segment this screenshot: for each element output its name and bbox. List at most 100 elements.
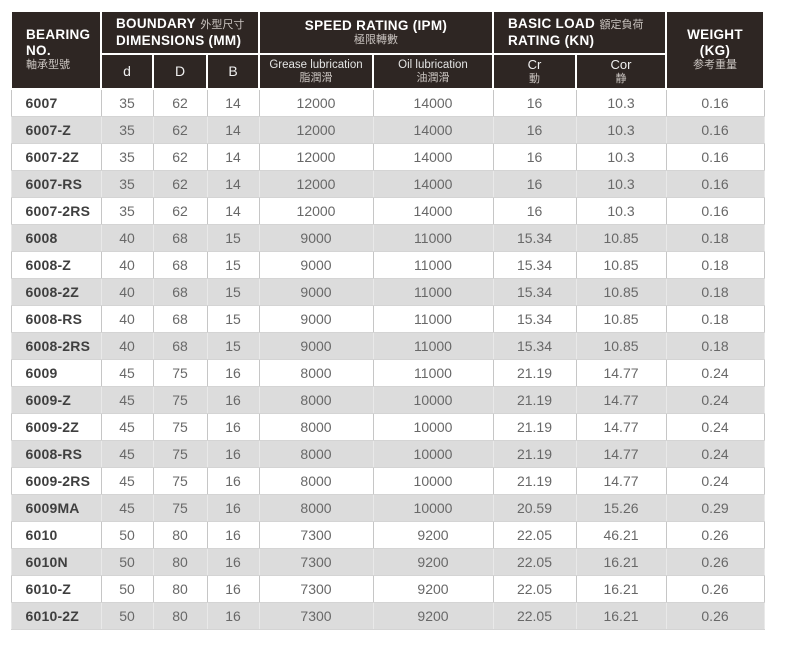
cell-weight: 0.16 [665,196,765,225]
cell-D: 75 [152,439,208,468]
cell-cor: 10.85 [575,304,667,333]
header-weight-en: WEIGHT (KG) [687,27,743,59]
cell-D: 80 [152,574,208,603]
cell-grease-speed: 12000 [258,142,374,171]
cell-oil-speed: 14000 [372,115,494,144]
cell-cor: 14.77 [575,439,667,468]
cell-bearing-model: 6008 [10,223,102,252]
cell-cr: 21.19 [492,358,577,387]
cell-bearing-model: 6008-RS [10,439,102,468]
cell-cor: 10.3 [575,169,667,198]
cell-oil-speed: 11000 [372,277,494,306]
cell-bearing-model: 6007 [10,88,102,117]
cell-weight: 0.24 [665,466,765,495]
cell-grease-speed: 12000 [258,115,374,144]
cell-grease-speed: 12000 [258,196,374,225]
cell-bearing-model: 6010 [10,520,102,549]
cell-cr: 15.34 [492,331,577,360]
cell-cor: 14.77 [575,358,667,387]
subheader-D: D [152,52,208,91]
cell-bearing-model: 6007-RS [10,169,102,198]
cell-weight: 0.24 [665,358,765,387]
header-load-zh: 額定負荷 [599,19,644,32]
cell-weight: 0.18 [665,331,765,360]
cell-oil-speed: 9200 [372,601,494,630]
table-row: 6008-RS 45 75 16 8000 10000 21.19 14.77 … [10,439,765,468]
cell-oil-speed: 11000 [372,304,494,333]
cell-bearing-model: 6007-2Z [10,142,102,171]
header-speed-rating: SPEED RATING (IPM) 極限轉數 [258,10,494,55]
cell-weight: 0.16 [665,88,765,117]
cell-D: 68 [152,304,208,333]
cell-B: 16 [206,439,260,468]
table-row: 6010-Z 50 80 16 7300 9200 22.05 16.21 0.… [10,574,765,603]
cell-D: 75 [152,493,208,522]
cell-d: 40 [100,331,154,360]
cell-B: 16 [206,547,260,576]
cell-weight: 0.18 [665,304,765,333]
bearing-spec-table: BEARING NO. 軸承型號 BOUNDARY 外型尺寸 DIMENSION… [10,9,766,630]
cell-D: 75 [152,466,208,495]
cell-grease-speed: 9000 [258,223,374,252]
cell-grease-speed: 8000 [258,466,374,495]
cell-cor: 14.77 [575,466,667,495]
table-row: 6009-2Z 45 75 16 8000 10000 21.19 14.77 … [10,412,765,441]
header-boundary-dimensions: BOUNDARY 外型尺寸 DIMENSIONS (MM) [100,10,260,55]
header-weight: WEIGHT (KG) 参考重量 [665,9,766,91]
table-row: 6009-Z 45 75 16 8000 10000 21.19 14.77 0… [10,385,765,414]
cell-D: 62 [152,115,208,144]
cell-bearing-model: 6007-2RS [10,196,102,225]
cell-cr: 21.19 [492,412,577,441]
cell-D: 62 [152,169,208,198]
cell-bearing-model: 6008-RS [10,304,102,333]
cell-B: 15 [206,304,260,333]
cell-cor: 10.3 [575,115,667,144]
cell-B: 15 [206,331,260,360]
header-speed-en: SPEED RATING (IPM) [304,17,448,33]
cell-d: 40 [100,277,154,306]
cell-d: 35 [100,142,154,171]
cell-oil-speed: 14000 [372,196,494,225]
table-body: 6007 35 62 14 12000 14000 16 10.3 0.16 6… [10,88,765,630]
cell-d: 50 [100,601,154,630]
subheader-d: d [100,52,154,91]
cell-oil-speed: 11000 [372,223,494,252]
cell-oil-speed: 11000 [372,250,494,279]
cell-B: 16 [206,601,260,630]
cell-cor: 16.21 [575,547,667,576]
cell-oil-speed: 11000 [372,358,494,387]
cell-weight: 0.24 [665,439,765,468]
cell-grease-speed: 9000 [258,304,374,333]
cell-cr: 22.05 [492,520,577,549]
cell-B: 16 [206,358,260,387]
cell-bearing-model: 6007-Z [10,115,102,144]
cell-B: 14 [206,115,260,144]
cell-D: 75 [152,412,208,441]
cell-weight: 0.26 [665,601,765,630]
cell-grease-speed: 9000 [258,250,374,279]
cell-d: 50 [100,547,154,576]
cell-D: 80 [152,520,208,549]
cell-weight: 0.24 [665,385,765,414]
cell-cr: 16 [492,115,577,144]
cell-oil-speed: 10000 [372,439,494,468]
cell-cor: 10.85 [575,223,667,252]
cell-weight: 0.24 [665,412,765,441]
cell-weight: 0.18 [665,250,765,279]
cell-cor: 10.3 [575,88,667,117]
table-row: 6010N 50 80 16 7300 9200 22.05 16.21 0.2… [10,547,765,576]
cell-d: 45 [100,385,154,414]
cell-grease-speed: 7300 [258,574,374,603]
cell-D: 75 [152,385,208,414]
subheader-cor: Cor 静 [574,52,668,91]
subheader-grease-lubrication: Grease lubrication 脂潤滑 [258,52,374,91]
cell-oil-speed: 14000 [372,169,494,198]
header-load-en2: RATING (KN) [508,33,595,49]
cell-bearing-model: 6008-Z [10,250,102,279]
cell-B: 14 [206,142,260,171]
cell-D: 68 [152,250,208,279]
cell-D: 68 [152,223,208,252]
cell-grease-speed: 9000 [258,277,374,306]
cell-B: 16 [206,493,260,522]
cell-cr: 21.19 [492,466,577,495]
